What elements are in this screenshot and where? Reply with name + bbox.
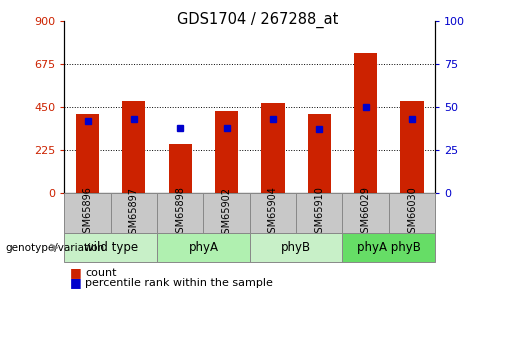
Text: phyB: phyB [281,241,311,254]
Bar [157,193,203,233]
Bar [64,233,157,262]
Bar [203,193,250,233]
Text: GSM66030: GSM66030 [407,187,417,239]
Bar [76,114,99,193]
Text: GDS1704 / 267288_at: GDS1704 / 267288_at [177,12,338,28]
Text: count: count [85,268,116,277]
Bar [123,101,146,193]
Text: ■: ■ [70,266,81,279]
Bar [215,111,238,193]
Bar [261,103,284,193]
Text: GSM65904: GSM65904 [268,187,278,239]
Bar [296,193,342,233]
Text: genotype/variation: genotype/variation [5,243,104,253]
Bar [250,193,296,233]
Text: ■: ■ [70,276,81,289]
Bar [389,193,435,233]
Bar [401,101,423,193]
Text: GSM65897: GSM65897 [129,187,139,239]
Bar [307,114,331,193]
Bar [168,144,192,193]
Bar [354,53,377,193]
Bar [342,233,435,262]
Bar [342,193,389,233]
Text: GSM65896: GSM65896 [82,187,93,239]
Text: phyA phyB: phyA phyB [357,241,421,254]
Text: GSM65910: GSM65910 [314,187,324,239]
Text: GSM65902: GSM65902 [221,187,232,239]
Text: percentile rank within the sample: percentile rank within the sample [85,278,273,288]
Text: phyA: phyA [188,241,218,254]
Text: GSM66029: GSM66029 [360,187,371,239]
Bar [111,193,157,233]
Bar [250,233,342,262]
Text: wild type: wild type [83,241,138,254]
Bar [157,233,250,262]
Text: GSM65898: GSM65898 [175,187,185,239]
Bar [64,193,111,233]
